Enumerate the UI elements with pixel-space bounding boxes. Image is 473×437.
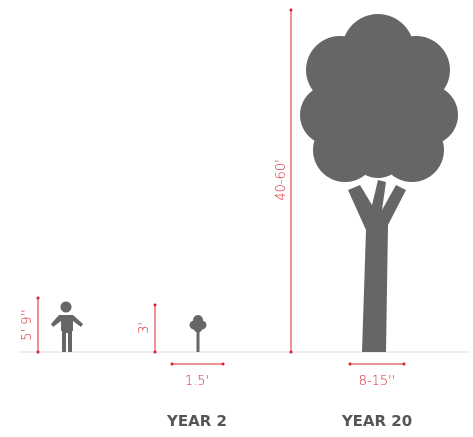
- year-20-spread-label: 8-15'': [359, 374, 396, 389]
- person-height-dimension: [37, 297, 40, 354]
- year-2-height-label: 3': [137, 322, 152, 334]
- year-20-height-dimension: [290, 9, 293, 354]
- person-icon: [51, 302, 83, 353]
- year-2-caption: YEAR 2: [166, 412, 227, 430]
- year-20-spread-dimension: [349, 363, 406, 366]
- year-2-spread-label: 1.5': [185, 374, 209, 389]
- tree-growth-diagram: 5' 9'' 3' 1.5' 40-60' 8-15'' YEAR 2 YEAR…: [0, 0, 473, 437]
- year-20-height-label: 40-60': [274, 159, 289, 200]
- year-2-height-dimension: [154, 304, 157, 354]
- person-height-label: 5' 9'': [20, 309, 35, 340]
- large-tree-icon: [300, 14, 458, 352]
- year-20-caption: YEAR 20: [341, 412, 412, 430]
- year-2-spread-dimension: [171, 363, 225, 366]
- small-tree-icon: [190, 315, 207, 352]
